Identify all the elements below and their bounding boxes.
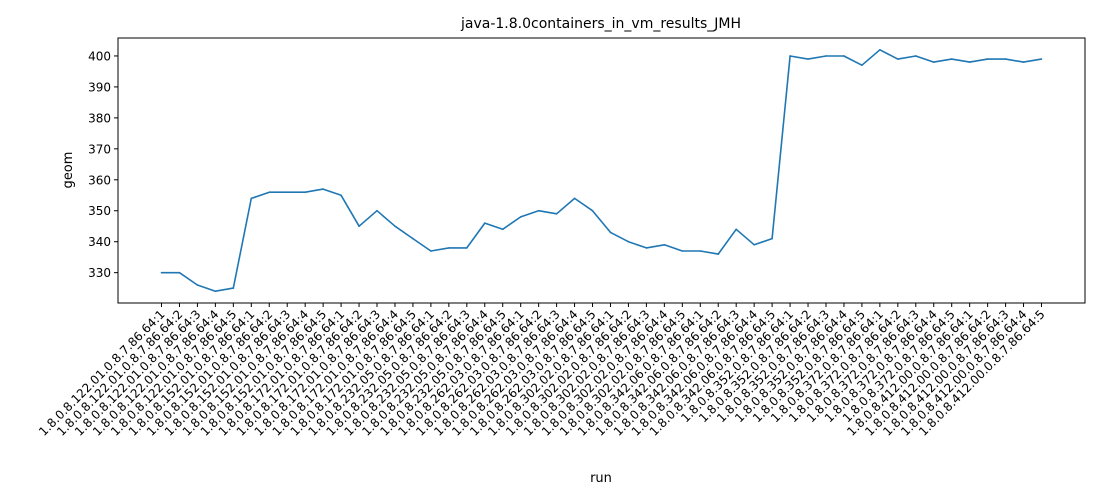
y-axis-label: geom	[61, 152, 76, 189]
plot-area-frame	[117, 37, 1086, 304]
series-line	[161, 48, 1042, 293]
y-tick-label: 370	[88, 142, 111, 156]
data-point	[843, 55, 845, 57]
data-point	[968, 61, 971, 63]
y-tick-label: 350	[88, 204, 111, 218]
x-axis-label: run	[590, 471, 612, 486]
data-point	[501, 228, 504, 231]
data-point	[196, 284, 199, 286]
data-point	[519, 216, 522, 218]
data-point	[250, 197, 253, 200]
data-point	[932, 61, 935, 63]
x-axis: 1.8.0.8.122.01.0.8.7.86.64:11.8.0.8.122.…	[36, 303, 1048, 439]
data-point	[376, 209, 378, 212]
data-point	[1022, 61, 1025, 63]
data-point	[214, 290, 217, 293]
data-point	[861, 64, 863, 67]
chart-title: java-1.8.0containers_in_vm_results_JMH	[460, 16, 741, 32]
data-point	[394, 225, 396, 228]
data-point	[268, 191, 271, 193]
data-point	[178, 271, 181, 274]
data-point	[1040, 58, 1043, 60]
y-tick-label: 330	[88, 266, 111, 280]
data-point	[897, 58, 899, 60]
data-point	[160, 271, 163, 274]
data-point	[950, 58, 953, 60]
y-tick-label: 340	[88, 235, 111, 249]
y-tick-label: 400	[88, 49, 111, 63]
data-point	[699, 250, 702, 252]
data-point	[753, 243, 755, 246]
data-point	[591, 209, 594, 212]
data-point	[232, 287, 235, 289]
data-point	[627, 240, 630, 243]
data-point	[286, 191, 289, 193]
data-point	[430, 250, 432, 252]
data-point	[322, 188, 324, 190]
data-point	[304, 191, 306, 193]
data-point	[914, 55, 917, 57]
y-axis: 330 340 350 360 370 380 390 400	[88, 49, 118, 280]
y-tick-label: 390	[88, 80, 111, 94]
data-point	[1004, 58, 1007, 60]
data-point	[573, 197, 576, 200]
data-point	[663, 243, 666, 246]
series-layer	[160, 48, 1043, 293]
data-point	[645, 247, 648, 249]
y-tick-label: 380	[88, 111, 111, 125]
data-point	[771, 237, 773, 240]
data-point	[807, 58, 809, 60]
data-point	[537, 209, 540, 212]
data-point	[483, 222, 486, 224]
data-point	[448, 247, 450, 249]
data-point	[879, 48, 881, 51]
data-point	[735, 228, 737, 231]
data-point	[789, 55, 791, 57]
data-point	[609, 231, 612, 234]
data-point	[358, 225, 360, 228]
data-point	[466, 247, 468, 249]
data-point	[340, 194, 342, 197]
data-point	[681, 250, 684, 252]
y-tick-label: 360	[88, 173, 111, 187]
data-point	[986, 58, 989, 60]
data-point	[825, 55, 827, 57]
data-point	[412, 237, 414, 240]
data-point	[717, 253, 720, 255]
data-point	[555, 213, 558, 215]
